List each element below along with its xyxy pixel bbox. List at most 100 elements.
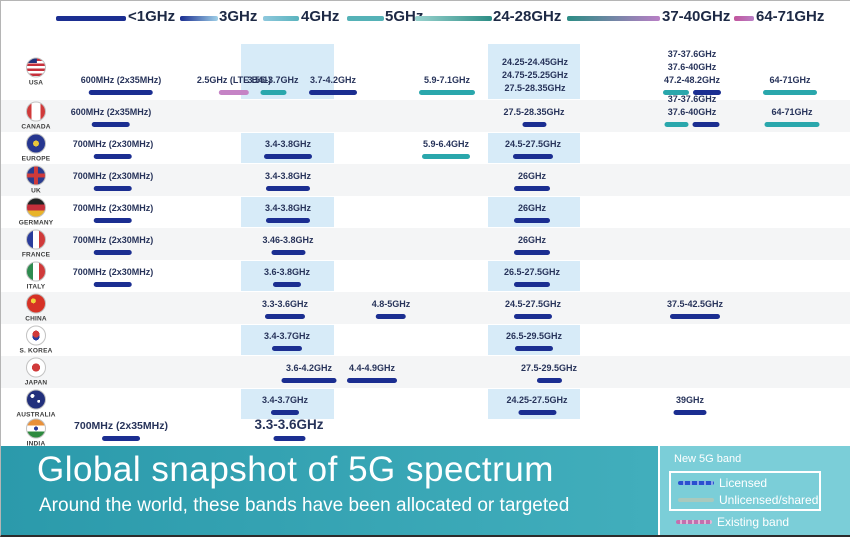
china-flag-icon (26, 293, 46, 314)
legend-label: Licensed (719, 475, 768, 490)
licensed-spectrum-bar (521, 122, 546, 127)
band-label: 24.25-24.45GHz (501, 57, 569, 67)
country-flag-cell: FRANCE (13, 229, 59, 259)
country-row: JAPAN 3.6-4.2GHz 4.4-4.9GHz 27.5-29.5GHz (1, 356, 850, 388)
unlicensed-spectrum-bar (664, 122, 689, 127)
india-flag-icon (26, 418, 46, 439)
band-label: 37.5-42.5GHz (666, 299, 724, 309)
band-range-label: 24-28GHz (493, 8, 562, 25)
country-row: S. KOREA 3.4-3.7GHz 26.5-29.5GHz (1, 324, 850, 356)
band-label: 600MHz (2x35MHz) (70, 107, 152, 117)
band-bars (514, 282, 550, 287)
band-label: 3.4-3.7GHz (263, 331, 311, 341)
licensed-spectrum-bar (692, 122, 720, 127)
band-entry: 700MHz (2x30MHz) (72, 234, 154, 255)
band-bars (514, 218, 550, 223)
canada-flag-icon (26, 101, 46, 122)
country-row: CHINA 3.3-3.6GHz 4.8-5GHz 24.5-27.5GHz 37.5-… (1, 292, 850, 324)
country-row: AUSTRALIA 3.4-3.7GHz 24.25-27.5GHz 39GHz (1, 388, 850, 420)
band-label: 700MHz (2x30MHz) (72, 139, 154, 149)
band-entry: 700MHz (2x30MHz) (73, 170, 153, 191)
band-entry: 37-37.6GHz 37.6-40GHz 47.2-48.2GHz (663, 48, 721, 95)
licensed-line-icon (678, 480, 714, 485)
licensed-spectrum-bar (281, 378, 337, 383)
band-entry: 600MHz (2x35MHz) (70, 106, 152, 127)
band-bars (347, 378, 397, 383)
licensed-spectrum-bar (347, 378, 397, 383)
band-bars (422, 154, 470, 159)
band-label: 26.5-29.5GHz (505, 331, 563, 341)
licensed-spectrum-bar (94, 218, 132, 223)
band-range-label: 4GHz (301, 8, 340, 25)
band-label: 3.6-3.8GHz (263, 267, 311, 277)
band-entry: 600MHz (2x35MHz) (81, 74, 161, 95)
band-bars (517, 410, 556, 415)
band-bars (271, 410, 299, 415)
band-entry: 700MHz (2x30MHz) (73, 266, 153, 287)
country-name: EUROPE (21, 155, 51, 163)
germany-flag-icon (26, 197, 46, 218)
band-bars (536, 378, 562, 383)
unlicensed-line-icon (678, 497, 714, 502)
band-entry: 3.6-4.2GHz (281, 362, 337, 383)
band-entry: 64-71GHz (763, 74, 817, 95)
band-bars (670, 314, 720, 319)
band-entry: 5.9-7.1GHz (419, 74, 475, 95)
band-label: 24.75-25.25GHz (501, 70, 569, 80)
band-bars (515, 346, 553, 351)
country-row: USA 600MHz (2x35MHz) 2.5GHz (LTE B41) 3.55-… (1, 43, 850, 100)
country-name: USA (28, 79, 44, 86)
band-label: 3.46-3.8GHz (262, 235, 314, 245)
licensed-spectrum-bar (264, 154, 312, 159)
band-bars (514, 186, 550, 191)
band-bars (273, 282, 301, 287)
licensed-spectrum-bar (271, 250, 305, 255)
band-bars (266, 186, 310, 191)
band-label: 2.5GHz (LTE B41) (196, 75, 272, 85)
band-range-label: 3GHz (219, 8, 258, 25)
band-bars (265, 314, 305, 319)
country-flag-cell: S. KOREA (13, 325, 59, 355)
page-title: Global snapshot of 5G spectrum (37, 450, 554, 489)
usa-flag-icon (26, 57, 46, 77)
country-flag-cell: GERMANY (13, 197, 59, 227)
band-entry: 3.7-4.2GHz (309, 74, 357, 95)
legend-heading: New 5G band (674, 453, 742, 465)
licensed-spectrum-bar (94, 282, 132, 287)
licensed-spectrum-bar (273, 282, 301, 287)
country-name: CANADA (21, 123, 51, 131)
band-bars (94, 154, 132, 159)
band-entry: 26GHz (514, 234, 550, 255)
band-entry: 700MHz (2x30MHz) (72, 202, 154, 223)
band-label: 3.4-3.7GHz (261, 395, 309, 405)
licensed-spectrum-bar (272, 346, 302, 351)
band-bars (89, 90, 153, 95)
band-label: 4.4-4.9GHz (348, 363, 396, 373)
country-row: UK 700MHz (2x30MHz) 3.4-3.8GHz 26GHz (1, 164, 850, 196)
band-label: 700MHz (2x30MHz) (72, 235, 154, 245)
australia-flag-icon (26, 389, 46, 410)
band-bars (764, 122, 820, 127)
band-bars (92, 122, 130, 127)
band-label: 4.8-5GHz (371, 299, 411, 309)
country-flag-cell: ITALY (13, 261, 59, 291)
unlicensed-spectrum-bar (764, 122, 820, 127)
japan-flag-icon (26, 357, 46, 378)
country-flag-cell: JAPAN (13, 357, 59, 387)
country-flag-cell: USA (13, 57, 59, 86)
band-label: 700MHz (2x30MHz) (72, 203, 154, 213)
band-entry: 3.46-3.8GHz (262, 234, 314, 255)
licensed-spectrum-bar (673, 410, 707, 415)
band-bars (94, 218, 132, 223)
band-bars (218, 90, 249, 95)
band-entry: 24.25-27.5GHz (506, 394, 568, 415)
licensed-spectrum-bar (514, 282, 550, 287)
band-bars (264, 154, 312, 159)
band-entry: 3.4-3.8GHz (265, 170, 311, 191)
unlicensed-spectrum-bar (260, 90, 286, 95)
licensed-spectrum-bar (514, 314, 552, 319)
legend-item-existing: Existing band (676, 515, 789, 529)
band-bars (513, 154, 553, 159)
band-label: 27.5-28.35GHz (504, 83, 566, 93)
unlicensed-spectrum-bar (422, 154, 470, 159)
